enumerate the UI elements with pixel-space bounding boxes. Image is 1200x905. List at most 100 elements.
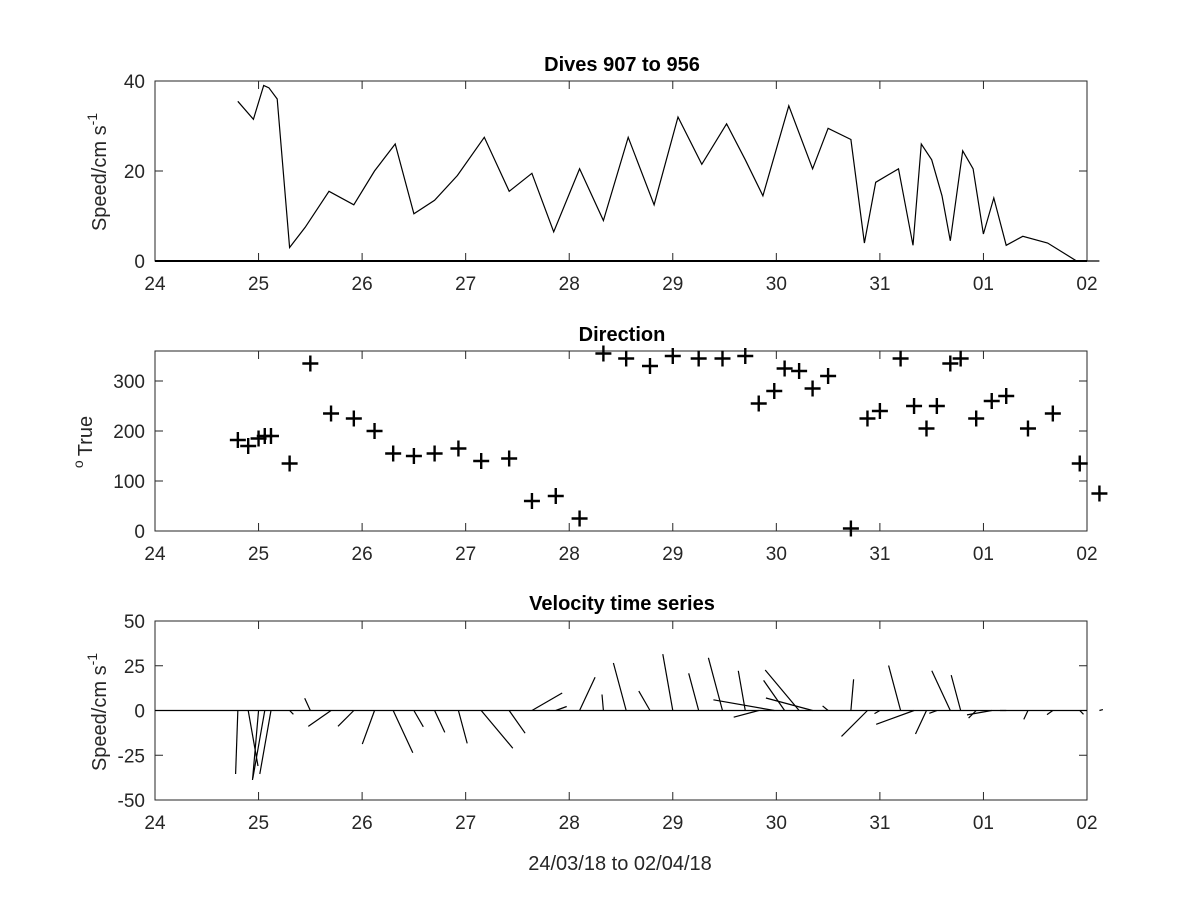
- direction-point: [842, 520, 859, 537]
- velocity-stick: [304, 698, 311, 711]
- direction-xtick-label: 29: [662, 544, 683, 565]
- direction-point: [918, 420, 935, 437]
- velocity-stick: [638, 690, 651, 711]
- direction-point: [942, 355, 959, 372]
- direction-ytick-label: 0: [134, 522, 145, 543]
- velocity-xtick-label: 31: [869, 813, 890, 834]
- velocity-stick: [413, 710, 424, 728]
- velocity-stick: [707, 657, 724, 711]
- velocity-xtick-label: 30: [766, 813, 787, 834]
- velocity-ytick-label: -25: [118, 746, 145, 767]
- velocity-stick: [763, 680, 786, 711]
- velocity-stick: [457, 710, 468, 744]
- velocity-panel-ylabel: Speed/cm s-1: [84, 653, 111, 771]
- direction-point: [859, 410, 876, 427]
- velocity-xtick-label: 25: [248, 813, 269, 834]
- velocity-stick: [737, 670, 746, 711]
- speed-xtick-label: 27: [455, 274, 476, 295]
- speed-panel: Dives 907 to 956 Speed/cm s-1 24 25 26 27 28…: [84, 54, 1100, 295]
- velocity-stick: [434, 710, 446, 733]
- direction-point: [323, 405, 340, 422]
- speed-xtick-label: 29: [662, 274, 683, 295]
- velocity-stick: [875, 709, 915, 725]
- direction-point: [892, 350, 909, 367]
- velocity-stick: [822, 705, 829, 711]
- direction-xtick-label: 28: [559, 544, 580, 565]
- velocity-stick: [733, 709, 759, 718]
- speed-xtick-label: 30: [766, 274, 787, 295]
- velocity-stick: [480, 710, 514, 749]
- direction-point: [450, 440, 467, 457]
- direction-point: [968, 410, 985, 427]
- velocity-stick: [966, 709, 992, 716]
- velocity-stick: [1079, 710, 1084, 715]
- direction-point: [345, 410, 362, 427]
- direction-point: [366, 423, 383, 439]
- velocity-stick: [1023, 710, 1029, 720]
- velocity-stick: [235, 710, 239, 775]
- direction-xtick-label: 26: [352, 544, 373, 565]
- velocity-xtick-label: 01: [973, 813, 994, 834]
- velocity-stick: [662, 653, 674, 711]
- velocity-stick: [688, 673, 700, 711]
- speed-xtick-label: 25: [248, 274, 269, 295]
- velocity-stick: [764, 669, 800, 711]
- velocity-ytick-label: -50: [118, 791, 145, 812]
- velocity-xtick-label: 27: [455, 813, 476, 834]
- direction-point: [664, 348, 681, 364]
- velocity-stick: [850, 679, 855, 711]
- velocity-stick: [929, 709, 938, 714]
- direction-point: [1019, 420, 1036, 437]
- direction-point: [385, 445, 402, 462]
- direction-xtick-label: 02: [1076, 544, 1097, 565]
- velocity-stick: [1046, 710, 1054, 716]
- direction-xtick-label: 31: [869, 544, 890, 565]
- direction-point: [501, 450, 518, 467]
- speed-ytick-label: 40: [124, 72, 145, 93]
- speed-series-line: [237, 84, 1100, 262]
- direction-point: [1091, 485, 1108, 502]
- direction-point: [804, 380, 821, 397]
- speed-xtick-label: 01: [973, 274, 994, 295]
- direction-point: [1044, 405, 1061, 422]
- velocity-panel: Velocity time series Speed/cm s-1 24/03/…: [84, 593, 1104, 875]
- direction-point: [405, 448, 422, 464]
- direction-point: [750, 395, 767, 412]
- speed-panel-ylabel: Speed/cm s-1: [84, 113, 111, 231]
- velocity-ytick-label: 0: [134, 702, 145, 723]
- direction-point: [791, 363, 808, 379]
- velocity-xtick-label: 24: [144, 813, 166, 834]
- direction-axes-box: [154, 350, 1088, 532]
- velocity-xtick-label: 28: [559, 813, 580, 834]
- direction-point: [240, 438, 257, 454]
- direction-xtick-label: 30: [766, 544, 787, 565]
- direction-point: [952, 350, 969, 367]
- velocity-stick: [392, 710, 414, 753]
- speed-xtick-label: 02: [1076, 274, 1097, 295]
- direction-point: [571, 510, 588, 527]
- velocity-stick: [289, 710, 294, 715]
- velocity-stick: [251, 710, 260, 781]
- velocity-stick: [612, 662, 627, 711]
- direction-point: [766, 383, 783, 399]
- speed-panel-title: Dives 907 to 956: [544, 54, 700, 76]
- direction-xtick-label: 24: [144, 544, 166, 565]
- velocity-stick: [931, 670, 951, 711]
- direction-point: [302, 355, 319, 372]
- velocity-stick: [841, 710, 868, 737]
- direction-point: [983, 393, 1000, 409]
- direction-ytick-label: 300: [113, 372, 145, 393]
- direction-point: [690, 350, 707, 367]
- velocity-stick: [307, 710, 332, 727]
- velocity-ytick-label: 25: [124, 657, 145, 678]
- direction-panel: Direction oTrue 24 25 26 27 28 29 30 31 01 02 0 100…: [70, 324, 1108, 565]
- velocity-stick: [555, 705, 567, 712]
- direction-ytick-label: 200: [113, 422, 145, 443]
- velocity-stick: [765, 697, 813, 712]
- velocity-panel-title: Velocity time series: [529, 593, 715, 615]
- velocity-stick: [579, 676, 596, 711]
- direction-point: [547, 488, 564, 504]
